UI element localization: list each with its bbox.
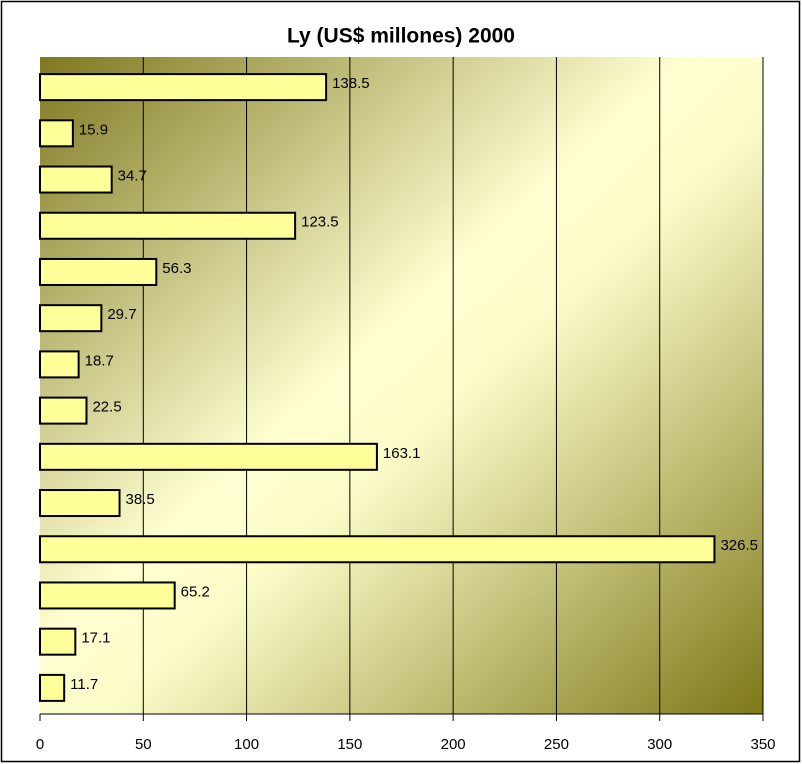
bar [39,165,113,194]
data-label: 56.3 [162,260,191,277]
bar [39,211,297,240]
x-tick-label: 50 [135,736,152,753]
data-label: 138.5 [332,75,370,92]
x-tick-label: 150 [337,736,362,753]
bar [39,442,378,471]
data-label: 29.7 [107,306,136,323]
data-label: 34.7 [118,168,147,185]
bar [39,350,80,379]
bar [39,257,158,286]
data-label: 123.5 [301,214,339,231]
data-label: 163.1 [383,445,421,462]
bar [39,627,77,656]
data-label: 38.5 [126,491,155,508]
data-label: 15.9 [79,121,108,138]
x-tick-label: 200 [441,736,466,753]
x-tick-label: 250 [544,736,569,753]
x-tick-label: 300 [647,736,672,753]
bar [39,119,74,148]
bar [39,396,88,425]
data-label: 326.5 [720,537,758,554]
bar [39,489,121,518]
data-label: 22.5 [92,399,121,416]
bar [39,673,66,702]
data-label: 18.7 [85,352,114,369]
bar [39,304,103,333]
bar [39,581,176,610]
bar [39,535,716,564]
x-tick-label: 0 [36,736,44,753]
x-tick-label: 100 [234,736,259,753]
x-tick-label: 350 [750,736,775,753]
plot-area [40,57,763,714]
data-label: 17.1 [81,630,110,647]
bar [39,73,328,102]
data-label: 65.2 [181,583,210,600]
chart-title: Ly (US$ millones) 2000 [287,25,515,48]
data-label: 11.7 [70,676,98,693]
